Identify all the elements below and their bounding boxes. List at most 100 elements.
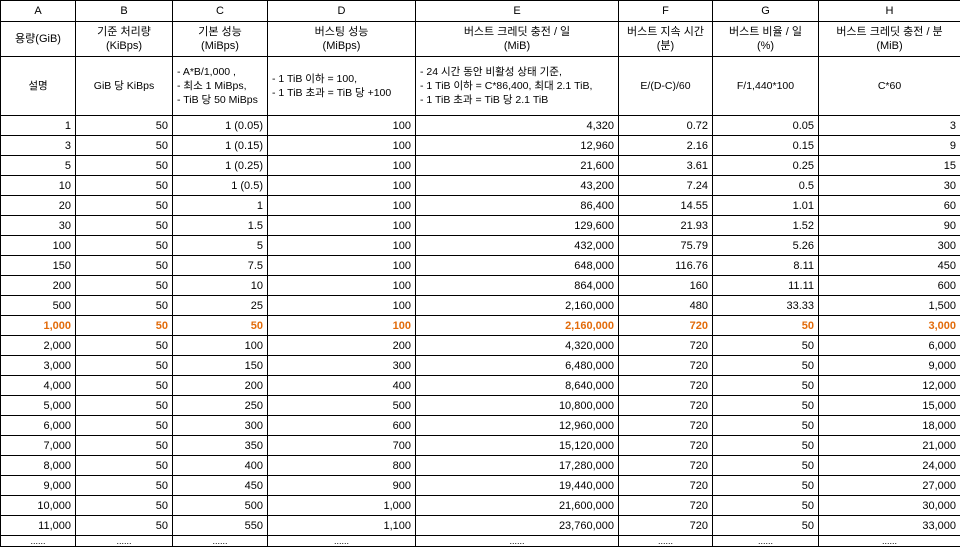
data-cell: 1.52 [713, 216, 819, 236]
data-cell: 3,000 [1, 356, 76, 376]
data-cell: 1 [173, 196, 268, 216]
ellipsis-cell: ...... [268, 536, 416, 547]
description-cell: 설명 [1, 57, 76, 116]
data-cell: 300 [268, 356, 416, 376]
data-cell: 8,000 [1, 456, 76, 476]
data-cell: 50 [76, 376, 173, 396]
data-cell: 25 [173, 296, 268, 316]
data-cell: 0.05 [713, 116, 819, 136]
column-letter: A [1, 1, 76, 22]
data-cell: 1 (0.5) [173, 176, 268, 196]
data-cell: 14.55 [619, 196, 713, 216]
ellipsis-cell: ...... [619, 536, 713, 547]
data-cell: 2.16 [619, 136, 713, 156]
data-cell: 12,960 [416, 136, 619, 156]
column-header: 버스트 비율 / 일(%) [713, 22, 819, 57]
data-cell: 129,600 [416, 216, 619, 236]
data-cell: 150 [173, 356, 268, 376]
data-cell: 9,000 [819, 356, 960, 376]
data-cell: 480 [619, 296, 713, 316]
data-cell: 50 [713, 376, 819, 396]
data-cell: 0.25 [713, 156, 819, 176]
data-cell: 9 [819, 136, 960, 156]
data-cell: 200 [173, 376, 268, 396]
data-cell: 50 [76, 136, 173, 156]
data-cell: 500 [268, 396, 416, 416]
data-cell: 0.5 [713, 176, 819, 196]
data-cell: 1,500 [819, 296, 960, 316]
data-cell: 3 [1, 136, 76, 156]
data-cell: 21,600 [416, 156, 619, 176]
data-cell: 33,000 [819, 516, 960, 536]
data-cell: 50 [76, 516, 173, 536]
data-cell: 720 [619, 316, 713, 336]
data-cell: 100 [268, 216, 416, 236]
data-cell: 5.26 [713, 236, 819, 256]
data-cell: 300 [173, 416, 268, 436]
column-header: 용량(GiB) [1, 22, 76, 57]
data-cell: 100 [268, 276, 416, 296]
ellipsis-cell: ...... [416, 536, 619, 547]
data-cell: 720 [619, 456, 713, 476]
data-cell: 2,000 [1, 336, 76, 356]
data-cell: 900 [268, 476, 416, 496]
data-cell: 8.11 [713, 256, 819, 276]
data-cell: 720 [619, 436, 713, 456]
data-cell: 1 (0.15) [173, 136, 268, 156]
data-cell: 27,000 [819, 476, 960, 496]
data-cell: 100 [173, 336, 268, 356]
data-cell: 4,000 [1, 376, 76, 396]
data-cell: 100 [268, 176, 416, 196]
data-cell: 50 [76, 216, 173, 236]
data-cell: 10,800,000 [416, 396, 619, 416]
data-cell: 5,000 [1, 396, 76, 416]
data-cell: 3,000 [819, 316, 960, 336]
data-cell: 720 [619, 416, 713, 436]
data-cell: 400 [268, 376, 416, 396]
description-cell: - A*B/1,000 ,- 최소 1 MiBps,- TiB 당 50 MiB… [173, 57, 268, 116]
data-cell: 6,480,000 [416, 356, 619, 376]
data-cell: 11,000 [1, 516, 76, 536]
data-cell: 50 [713, 496, 819, 516]
data-cell: 75.79 [619, 236, 713, 256]
data-cell: 50 [76, 236, 173, 256]
data-cell: 5 [1, 156, 76, 176]
data-cell: 15 [819, 156, 960, 176]
data-cell: 350 [173, 436, 268, 456]
data-cell: 4,320 [416, 116, 619, 136]
data-cell: 30 [1, 216, 76, 236]
data-cell: 50 [76, 156, 173, 176]
description-cell: F/1,440*100 [713, 57, 819, 116]
data-cell: 21.93 [619, 216, 713, 236]
data-cell: 50 [76, 276, 173, 296]
data-cell: 3.61 [619, 156, 713, 176]
data-cell: 1,000 [268, 496, 416, 516]
ellipsis-cell: ...... [76, 536, 173, 547]
data-cell: 100 [268, 136, 416, 156]
data-cell: 50 [76, 176, 173, 196]
data-cell: 0.15 [713, 136, 819, 156]
data-cell: 6,000 [1, 416, 76, 436]
column-header: 버스트 지속 시간(분) [619, 22, 713, 57]
data-cell: 500 [173, 496, 268, 516]
data-cell: 50 [76, 356, 173, 376]
data-cell: 300 [819, 236, 960, 256]
data-cell: 100 [268, 296, 416, 316]
data-cell: 50 [713, 416, 819, 436]
description-cell: - 1 TiB 이하 = 100,- 1 TiB 초과 = TiB 당 +100 [268, 57, 416, 116]
data-cell: 0.72 [619, 116, 713, 136]
data-cell: 23,760,000 [416, 516, 619, 536]
column-letter: E [416, 1, 619, 22]
column-letter: C [173, 1, 268, 22]
data-cell: 5 [173, 236, 268, 256]
description-cell: C*60 [819, 57, 960, 116]
